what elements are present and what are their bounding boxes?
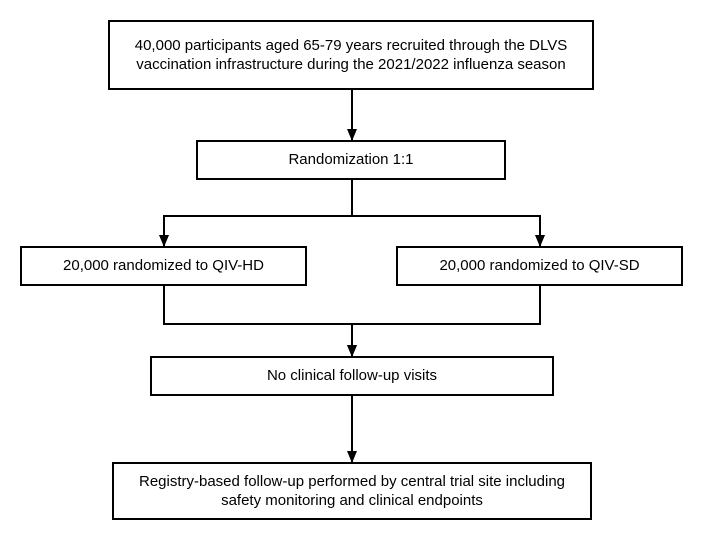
edge-rand-sd bbox=[352, 180, 540, 246]
node-registry: Registry-based follow-up performed by ce… bbox=[112, 462, 592, 520]
node-recruit: 40,000 participants aged 65-79 years rec… bbox=[108, 20, 594, 90]
flowchart-canvas: 40,000 participants aged 65-79 years rec… bbox=[0, 0, 708, 560]
node-arm-hd: 20,000 randomized to QIV-HD bbox=[20, 246, 307, 286]
node-rand-label: Randomization 1:1 bbox=[288, 150, 413, 170]
edge-sd-nofollow bbox=[352, 286, 540, 356]
node-no-followup: No clinical follow-up visits bbox=[150, 356, 554, 396]
edge-rand-hd bbox=[164, 180, 352, 246]
node-sd-label: 20,000 randomized to QIV-SD bbox=[439, 256, 639, 276]
node-registry-label: Registry-based follow-up performed by ce… bbox=[124, 472, 580, 511]
node-hd-label: 20,000 randomized to QIV-HD bbox=[63, 256, 264, 276]
node-recruit-label: 40,000 participants aged 65-79 years rec… bbox=[120, 36, 582, 75]
node-nofollow-label: No clinical follow-up visits bbox=[267, 366, 437, 386]
edge-hd-nofollow bbox=[164, 286, 352, 356]
node-arm-sd: 20,000 randomized to QIV-SD bbox=[396, 246, 683, 286]
node-randomization: Randomization 1:1 bbox=[196, 140, 506, 180]
